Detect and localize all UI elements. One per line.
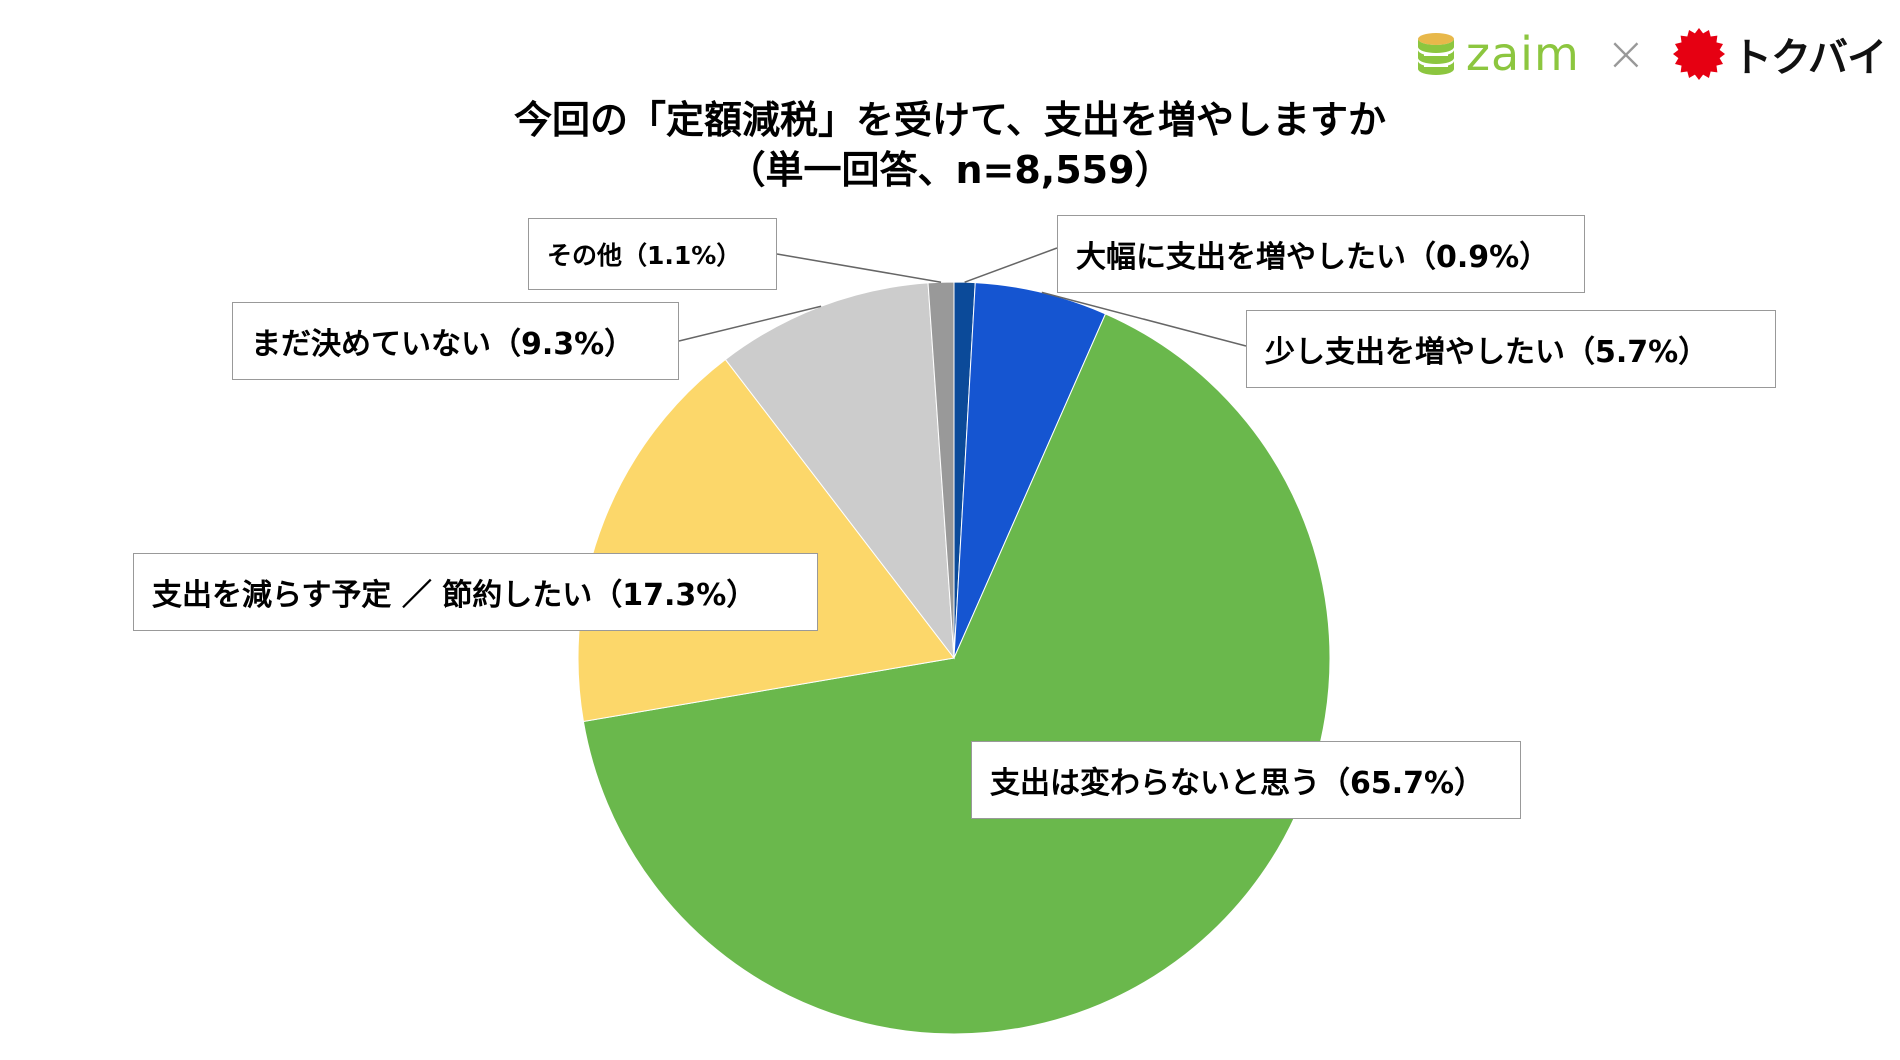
slice-label-other: その他（1.1%） [528, 218, 777, 290]
slice-label-small-increase: 少し支出を増やしたい（5.7%） [1246, 310, 1776, 388]
tokubai-burst-icon [1673, 28, 1725, 80]
logo-separator: × [1605, 26, 1646, 82]
slice-label-reduce: 支出を減らす予定 ／ 節約したい（17.3%） [133, 553, 818, 631]
slice-label-large-increase: 大幅に支出を増やしたい（0.9%） [1057, 215, 1585, 293]
chart-title: 今回の「定額減税」を受けて、支出を増やしますか [513, 98, 1387, 142]
tokubai-logo: トクバイ [1672, 25, 1887, 83]
pie-slice-no-change [582, 313, 1331, 1035]
chart-subtitle: （単一回答、n=8,559） [727, 148, 1173, 192]
slice-label-undecided: まだ決めていない（9.3%） [232, 302, 679, 380]
leader-line-small-increase [1041, 291, 1247, 347]
leader-line-large-increase [964, 247, 1058, 283]
tokubai-logo-text: トクバイ [1732, 35, 1887, 81]
zaim-logo-text: zaim [1465, 27, 1580, 81]
leader-line-undecided [678, 305, 822, 342]
brand-logos: zaim × トクバイ [1414, 24, 1887, 84]
leader-line-other [776, 253, 942, 283]
zaim-coin-stack-icon [1417, 33, 1454, 78]
slice-label-no-change: 支出は変わらないと思う（65.7%） [971, 741, 1521, 819]
